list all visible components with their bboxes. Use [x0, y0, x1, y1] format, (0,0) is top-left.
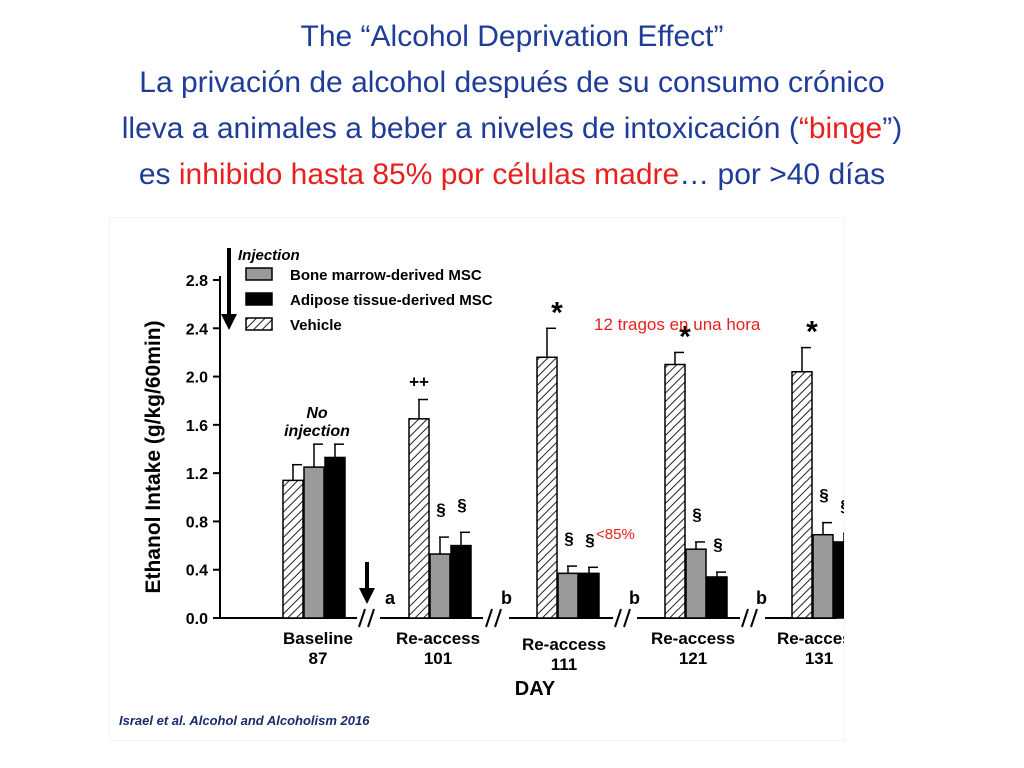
ethanol-intake-bar-chart: 0.0 0.4 0.8 1.2 1.6 2.0 2.4 2.8 Ethanol Intake (…: [142, 247, 844, 700]
group-note: No: [306, 405, 328, 422]
x-group-label: Re-access: [522, 635, 606, 654]
legend-swatch: [245, 292, 273, 306]
significance-marker: ++: [409, 373, 429, 392]
bar-vehicle: [282, 479, 304, 619]
x-group-day: 101: [424, 649, 452, 668]
axis-break-mark: [623, 608, 631, 628]
injection-arrow-head: [359, 588, 375, 604]
x-group-day: 111: [551, 655, 578, 674]
legend-swatch: [245, 317, 273, 331]
bar-bone-marrow-derived-msc: [557, 572, 579, 619]
title-line-3-segment-1: lleva a animales a beber a niveles de in…: [121, 112, 799, 145]
title-line-1-segment-1: The “Alcohol Deprivation Effect”: [300, 20, 724, 53]
bar-adipose-tissue-derived-msc: [578, 572, 600, 619]
title-line-4: es inhibido hasta 85% por células madre……: [0, 152, 1024, 198]
y-tick-label: 0.0: [186, 611, 208, 628]
legend-label: Adipose tissue-derived MSC: [290, 292, 493, 309]
legend-label: Bone marrow-derived MSC: [290, 267, 482, 284]
y-tick-label: 0.4: [186, 563, 208, 580]
axis-break-mark: [358, 608, 366, 628]
slide-title: The “Alcohol Deprivation Effect” La priv…: [0, 14, 1024, 198]
legend-title: Injection: [238, 247, 300, 264]
y-tick-label: 0.8: [186, 514, 208, 531]
x-group-label: Re-access: [396, 629, 480, 648]
bar-vehicle: [536, 356, 558, 619]
x-group-day: 131: [805, 649, 833, 668]
title-line-2: La privación de alcohol después de su co…: [0, 60, 1024, 106]
legend-label: Vehicle: [290, 317, 342, 334]
significance-marker: §: [819, 486, 828, 505]
axis-break-mark: [367, 608, 375, 628]
title-line-4-segment-3: … por >40 días: [679, 158, 886, 191]
significance-marker: §: [436, 500, 445, 519]
bar-adipose-tissue-derived-msc: [450, 544, 472, 619]
injection-arrow-head: [221, 314, 237, 330]
y-axis-label: Ethanol Intake (g/kg/60min): [142, 320, 165, 593]
x-group-day: 87: [309, 649, 328, 668]
title-line-3: lleva a animales a beber a niveles de in…: [0, 106, 1024, 152]
group-letter: a: [385, 588, 396, 608]
legend-swatch: [245, 267, 273, 281]
group-letter: b: [756, 588, 767, 608]
significance-marker: §: [692, 505, 701, 524]
bar-adipose-tissue-derived-msc: [324, 456, 346, 619]
bar-vehicle: [408, 418, 430, 619]
x-group-label: Re-access: [777, 629, 844, 648]
bar-bone-marrow-derived-msc: [685, 548, 707, 619]
title-line-4-segment-1: es: [138, 158, 179, 191]
group-note: injection: [284, 423, 350, 440]
bar-bone-marrow-derived-msc: [812, 533, 834, 619]
title-line-2-segment-1: La privación de alcohol después de su co…: [139, 66, 885, 99]
y-tick-label: 2.4: [186, 321, 208, 338]
y-tick-label: 1.2: [186, 466, 208, 483]
y-tick-label: 2.0: [186, 370, 208, 387]
y-tick-label: 2.8: [186, 273, 208, 290]
x-group-day: 121: [679, 649, 707, 668]
group-letter: b: [501, 588, 512, 608]
bar-bone-marrow-derived-msc: [303, 466, 325, 619]
bar-vehicle: [664, 363, 686, 619]
callout-reduction: <85%: [596, 526, 635, 543]
title-line-1: The “Alcohol Deprivation Effect”: [0, 14, 1024, 60]
axis-break-mark: [741, 608, 749, 628]
significance-marker: §: [564, 529, 573, 548]
bar-bone-marrow-derived-msc: [429, 553, 451, 619]
x-group-label: Baseline: [283, 629, 353, 648]
significance-marker: §: [840, 497, 844, 516]
axis-break-mark: [485, 608, 493, 628]
title-line-3-segment-3: ”): [882, 112, 903, 145]
significance-marker: *: [806, 316, 818, 349]
title-line-3-segment-2: “binge: [798, 112, 883, 145]
significance-marker: *: [551, 296, 563, 329]
bar-adipose-tissue-derived-msc: [706, 576, 728, 619]
citation: Israel et al. Alcohol and Alcoholism 201…: [119, 713, 370, 728]
significance-marker: §: [713, 535, 722, 554]
callout-binge: 12 tragos en una hora: [594, 315, 761, 334]
significance-marker: §: [585, 530, 594, 549]
chart-panel: 0.0 0.4 0.8 1.2 1.6 2.0 2.4 2.8 Ethanol Intake (…: [110, 218, 844, 740]
significance-marker: *: [679, 320, 691, 353]
axis-break-mark: [494, 608, 502, 628]
title-line-4-segment-2: inhibido hasta 85% por células madre: [178, 158, 680, 191]
bar-adipose-tissue-derived-msc: [833, 541, 844, 619]
group-letter: b: [629, 588, 640, 608]
y-tick-label: 1.6: [186, 418, 208, 435]
significance-marker: §: [457, 495, 466, 514]
x-axis-label: DAY: [515, 678, 556, 700]
bar-vehicle: [791, 370, 813, 619]
axis-break-mark: [614, 608, 622, 628]
x-group-label: Re-access: [651, 629, 735, 648]
axis-break-mark: [750, 608, 758, 628]
